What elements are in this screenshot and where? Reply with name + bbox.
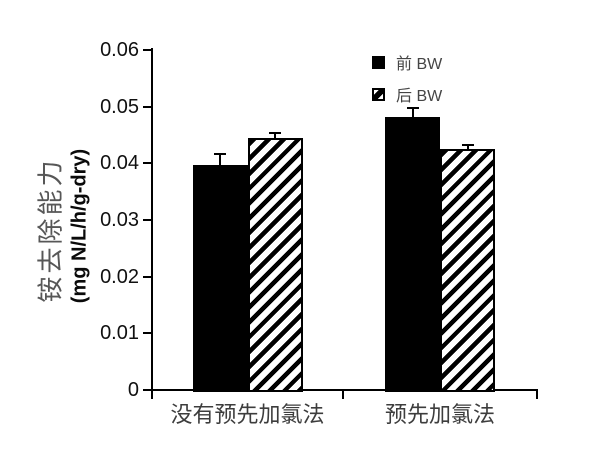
y-axis-tick-label: 0.04 bbox=[100, 152, 139, 175]
y-axis-tick bbox=[143, 49, 152, 51]
y-axis-tick bbox=[143, 332, 152, 335]
y-axis-tick bbox=[143, 275, 152, 278]
y-axis-tick-label: 0.01 bbox=[100, 322, 139, 345]
y-axis-tick bbox=[143, 219, 152, 221]
error-bar-cap bbox=[461, 144, 474, 147]
error-bar-whisker bbox=[411, 108, 414, 117]
y-axis-tick bbox=[143, 389, 152, 391]
x-axis-tick bbox=[151, 391, 153, 399]
legend-label: 前 BW bbox=[396, 56, 443, 73]
legend-marker-hatch-icon bbox=[372, 87, 385, 101]
error-bar-cap bbox=[214, 152, 226, 155]
bar-solid-group1 bbox=[192, 165, 248, 392]
y-axis-tick-label: 0.02 bbox=[100, 265, 139, 288]
x-axis-tick bbox=[536, 391, 538, 399]
error-bar-whisker bbox=[219, 153, 221, 166]
legend-marker-solid-icon bbox=[372, 55, 385, 69]
category-label: 没有预先加氯法 bbox=[170, 402, 325, 427]
x-axis-line bbox=[143, 389, 538, 391]
legend-item-2: 后 BW bbox=[372, 82, 442, 106]
y-axis-tick-label: 0.06 bbox=[100, 39, 139, 61]
bar-hatch-group1 bbox=[247, 137, 303, 392]
y-axis-line bbox=[151, 48, 153, 391]
y-axis-tick-label: 0.03 bbox=[100, 209, 139, 231]
legend-item-1: 前 BW bbox=[372, 50, 442, 74]
y-axis-tick-label: 0 bbox=[127, 379, 139, 401]
error-bar-whisker bbox=[466, 145, 469, 150]
error-bar-cap bbox=[406, 107, 419, 110]
error-bar-cap bbox=[269, 132, 281, 135]
x-axis-tick bbox=[342, 391, 344, 399]
bar-solid-group2 bbox=[385, 116, 440, 392]
category-label: 预先加氯法 bbox=[384, 402, 495, 427]
legend-label: 后 BW bbox=[396, 88, 443, 105]
y-axis-label-chinese: 铵去除能力 bbox=[35, 157, 66, 303]
bar-hatch-group2 bbox=[440, 149, 495, 392]
y-axis-tick bbox=[143, 105, 152, 108]
y-axis-tick-label: 0.05 bbox=[100, 95, 139, 118]
y-axis-tick bbox=[143, 162, 152, 165]
error-bar-whisker bbox=[274, 133, 276, 138]
